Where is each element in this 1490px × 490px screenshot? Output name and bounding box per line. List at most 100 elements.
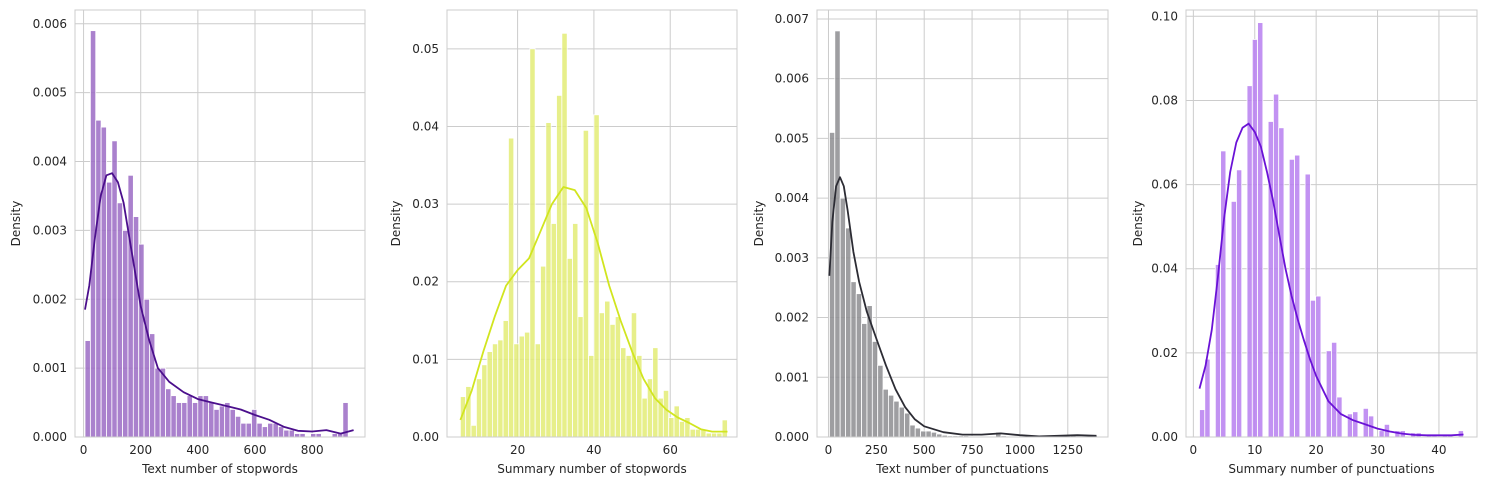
histogram-bar [588,355,595,438]
histogram-bar [1199,409,1206,438]
histogram-bar [593,114,600,438]
x-axis-label: Text number of punctuations [875,462,1048,476]
kde-line [459,186,728,433]
histogram-bar [240,422,247,438]
y-tick-label: 0.003 [33,223,67,237]
y-tick-label: 0.005 [775,131,809,145]
histogram-bar [689,428,696,438]
y-tick-label: 0.002 [33,292,67,306]
y-axis-label: Density [389,201,403,247]
histogram-bar [888,394,895,438]
x-tick-label: 20 [1309,443,1324,457]
y-tick-label: 0.007 [775,12,809,26]
histogram-bar [1315,295,1322,438]
histogram-bar [518,335,525,438]
histogram-bar [272,422,279,438]
y-axis-label: Density [752,201,766,247]
y-tick-label: 0.03 [412,197,439,211]
histogram-bar [829,132,836,438]
histogram-bar [197,395,204,438]
histogram-bar [245,422,252,438]
x-tick-label: 750 [961,443,984,457]
x-tick-label: 200 [129,443,152,457]
histogram-bar [673,405,680,438]
histogram-bar [920,430,927,438]
histogram-bar [695,428,702,438]
x-tick-label: 60 [663,443,678,457]
histogram-bar [534,343,541,438]
histogram-bar [925,430,932,438]
histogram-bar [1267,121,1274,438]
histogram-bar [256,422,263,438]
histogram-bar [641,397,648,438]
histogram-bar [170,395,177,438]
y-tick-label: 0.02 [412,275,439,289]
histogram-bar [111,140,118,438]
y-tick-label: 0.001 [33,361,67,375]
y-tick-label: 0.006 [775,72,809,86]
x-tick-label: 0 [80,443,88,457]
histogram-bar [224,402,231,438]
histogram-bar [116,202,123,438]
histogram-bar [1336,396,1343,438]
histogram-bar [1251,39,1258,438]
x-tick-label: 600 [244,443,267,457]
histogram-bar [561,32,568,438]
y-tick-label: 0.08 [1151,93,1178,107]
y-tick-label: 0.000 [775,430,809,444]
histogram-bar [315,433,322,438]
x-tick-label: 40 [1431,443,1446,457]
histogram-bar [502,320,509,438]
histogram-bar [855,293,863,438]
histogram-bar [1304,173,1311,438]
histogram-bar [283,429,290,438]
y-tick-label: 0.04 [412,119,439,133]
histogram-bar [1352,411,1359,438]
subplot-1: 0 200 400 600 800 0.000 0.001 0.002 0.003 0.004 0.… [9,9,366,476]
histogram-bar [604,300,611,438]
histogram-bar [711,432,718,438]
histogram-bar [497,339,504,438]
histogram-bar [1273,93,1280,438]
y-axis-label: Density [1131,201,1145,247]
histogram-bar [475,378,483,438]
y-tick-label: 0.00 [1151,430,1178,444]
histogram-bar [705,432,712,438]
histogram-bar [299,433,306,438]
axes-frame [816,9,1109,438]
histogram-bar [614,316,622,438]
y-tick-label: 0.00 [412,430,439,444]
x-tick-label: 1000 [1005,443,1036,457]
x-tick-label: 0 [825,443,833,457]
x-tick-label: 800 [301,443,324,457]
histogram-bar [850,281,857,438]
histogram-bar [138,243,145,438]
histogram-bar [598,312,605,438]
histogram-bar [582,129,589,438]
histogram-bar [882,388,889,438]
histogram-bar [492,343,499,438]
histogram-bar [186,395,193,438]
subplot-3: 0 250 500 750 1000 1250 0.000 0.001 0.002 0.003 0.… [752,9,1109,476]
x-tick-label: 30 [1370,443,1385,457]
histogram-bar [861,323,868,438]
y-tick-label: 0.000 [33,430,67,444]
histogram-bar [1220,150,1227,438]
histogram-bar [556,95,563,438]
histogram-bar [904,412,911,438]
histogram-bar [630,312,638,438]
histogram-bar [845,227,852,438]
histogram-bar [192,402,199,438]
histogram-bar [1278,127,1285,438]
histogram-bar [1294,154,1301,438]
histogram-bar [540,265,547,438]
histogram-bar [1230,201,1237,438]
histogram-bar [893,400,900,438]
histogram-bar [470,424,477,438]
y-tick-label: 0.002 [775,311,809,325]
histogram-bar [218,405,226,438]
axes-frame [74,9,366,438]
histogram-bar [294,433,301,438]
x-tick-label: 20 [510,443,525,457]
histogram-bar [1257,22,1264,438]
